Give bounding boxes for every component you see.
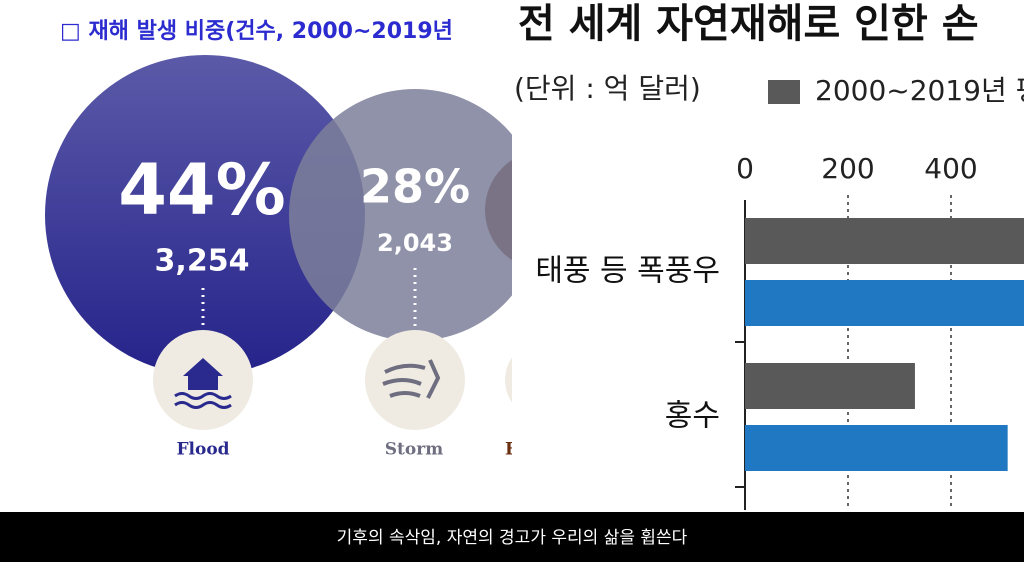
percent: 44%: [118, 149, 286, 231]
y-tick-label: 태풍 등 폭풍우: [535, 254, 720, 289]
icon-circle: [505, 357, 512, 403]
legend-label: 2000~2019년 평: [815, 74, 1024, 107]
panel-title: □ 재해 발생 비중(건수, 2000~2019년: [60, 19, 453, 44]
bar: [745, 218, 1024, 264]
y-tick-label: 홍수: [665, 399, 720, 434]
bubble-label: E: [505, 440, 518, 460]
percent: 28%: [360, 160, 470, 214]
bubble: [45, 55, 365, 375]
chart-title: 전 세계 자연재해로 인한 손: [518, 1, 979, 47]
chart-subtitle: (단위 : 억 달러): [514, 72, 701, 105]
count: 2,043: [377, 229, 453, 257]
bar: [745, 280, 1024, 326]
right-panel: 전 세계 자연재해로 인한 손 (단위 : 억 달러) 2000~2019년 평…: [512, 0, 1024, 512]
legend-swatch: [768, 80, 800, 104]
caption: 기후의 속삭임, 자연의 경고가 우리의 삶을 휩쓴다: [337, 528, 688, 548]
bubble: [289, 89, 512, 341]
flood-icon: [174, 392, 232, 409]
caption-bar: [0, 512, 1024, 562]
left-panel: □ 재해 발생 비중(건수, 2000~2019년 44% 3,254 28% …: [45, 19, 518, 460]
bubble-label: Storm: [385, 440, 443, 460]
bubble-label: Flood: [176, 440, 229, 460]
x-tick-label: 200: [821, 152, 874, 185]
count: 3,254: [155, 244, 250, 279]
x-tick-label: 400: [924, 152, 977, 185]
bar: [745, 425, 1008, 471]
bar: [745, 363, 915, 409]
flood-icon: [183, 358, 223, 390]
x-tick-label: 0: [736, 152, 754, 185]
storm-icon: [382, 359, 441, 399]
